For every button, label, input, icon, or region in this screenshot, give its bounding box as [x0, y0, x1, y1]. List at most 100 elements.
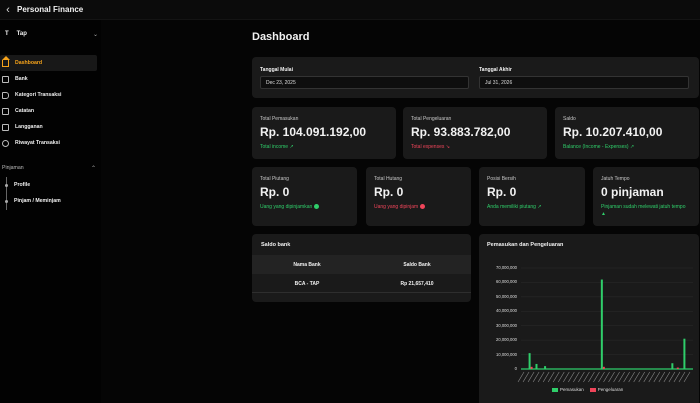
x-tick-mark [618, 371, 625, 383]
end-date-input[interactable]: Jul 31, 2026 [479, 76, 689, 89]
chart-title: Pemasukan dan Pengeluaran [487, 242, 564, 248]
x-tick-mark [598, 371, 605, 383]
sidebar-item-dashboard[interactable]: Dashboard [0, 55, 97, 71]
x-tick-mark [623, 371, 630, 383]
sidebar-item-profile[interactable]: Profile [5, 177, 101, 193]
x-tick-mark [648, 371, 656, 383]
expense-value: Rp. 93.883.782,00 [411, 125, 511, 139]
income-expense-chart-card: Pemasukan dan Pengeluaran 70,000,000 60,0… [479, 234, 699, 403]
chevron-down-icon: ⌄ [92, 31, 98, 38]
y-tick-label: 30,000,000 [496, 322, 517, 328]
debt-card: Total Hutang Rp. 0 Uang yang dipinjam [366, 167, 471, 226]
x-tick-mark [573, 371, 580, 383]
expense-bar [530, 366, 533, 369]
sidebar-item-label: Pinjam / Meminjam [14, 198, 61, 204]
sidebar-item-label: Bank [15, 76, 28, 82]
sidebar-item-kategori-transaksi[interactable]: Kategori Transaksi [0, 87, 101, 103]
bank-icon [2, 75, 9, 83]
app-title: Personal Finance [17, 5, 84, 14]
income-card: Total Pemasukan Rp. 104.091.192,00 Total… [252, 107, 396, 159]
bank-balance-cell: Rp 21,657,410 [400, 280, 434, 287]
start-date-label: Tanggal Mulai [260, 67, 293, 73]
income-sub: Total income ↗ [260, 144, 294, 150]
x-tick-mark [537, 371, 545, 383]
x-tick-mark [578, 371, 585, 383]
legend-label-income[interactable]: Pemasukan [560, 387, 584, 392]
top-bar: ‹ Personal Finance [0, 0, 700, 20]
sidebar-item-label: Profile [14, 182, 31, 188]
legend-swatch-income [552, 387, 558, 392]
loan-list: Profile Pinjam / Meminjam [5, 177, 101, 210]
warning-icon: ▲ [601, 211, 606, 217]
legend-label-expense[interactable]: Pengeluaran [597, 387, 624, 392]
balance-sub: Balance (Income - Expenses) ↗ [563, 144, 635, 150]
net-position-sub: Anda memiliki piutang ↗ [487, 204, 542, 210]
income-label: Total Pemasukan [260, 116, 299, 122]
sidebar-nav: Dashboard Bank Kategori Transaksi Catata… [0, 55, 101, 151]
balance-card: Saldo Rp. 10.207.410,00 Balance (Income … [555, 107, 699, 159]
x-tick-mark [557, 371, 565, 383]
x-tick-mark [673, 371, 681, 383]
legend-swatch-expense [589, 387, 596, 392]
end-date-label: Tanggal Akhir [479, 67, 512, 73]
tag-icon [2, 91, 9, 99]
minus-circle-icon [420, 204, 426, 209]
loan-section: Pinjaman ⌃ Profile Pinjam / Meminjam [0, 163, 101, 210]
y-tick-label: 10,000,000 [496, 351, 517, 357]
sidebar-item-riwayat-transaksi[interactable]: Riwayat Transaksi [0, 135, 101, 151]
income-bar [671, 363, 674, 369]
column-header-bank-name: Nama Bank [293, 261, 321, 268]
sidebar-item-bank[interactable]: Bank [0, 71, 101, 87]
x-tick-mark [527, 371, 535, 383]
x-tick-mark [532, 371, 540, 383]
net-position-card: Posisi Bersih Rp. 0 Anda memiliki piutan… [479, 167, 585, 226]
x-tick-mark [552, 371, 560, 383]
expense-card: Total Pengeluaran Rp. 93.883.782,00 Tota… [403, 107, 547, 159]
due-card: Jatuh Tempo 0 pinjaman Pinjaman sudah me… [593, 167, 699, 226]
history-icon [2, 139, 9, 147]
chart-legend: Pemasukan Pengeluaran [552, 387, 623, 392]
x-tick-mark [568, 371, 575, 383]
x-tick-mark [653, 371, 661, 383]
x-tick-mark [517, 371, 525, 383]
loan-section-header[interactable]: Pinjaman ⌃ [0, 163, 101, 173]
debt-value: Rp. 0 [374, 185, 404, 199]
y-tick-label: 50,000,000 [496, 293, 517, 299]
x-tick-mark [593, 371, 600, 383]
due-value: 0 pinjaman [601, 185, 664, 199]
x-tick-mark [613, 371, 620, 383]
sidebar-item-catatan[interactable]: Catatan [0, 103, 101, 119]
x-tick-mark [643, 371, 651, 383]
x-tick-mark [668, 371, 676, 383]
home-icon [2, 55, 10, 67]
table-header: Nama Bank Saldo Bank [252, 255, 471, 274]
workspace-initial: T [5, 31, 9, 37]
column-header-bank-balance: Saldo Bank [403, 261, 431, 268]
expense-sub: Total expenses ↘ [411, 144, 450, 150]
income-expense-chart [517, 267, 693, 383]
start-date-input[interactable]: Dec 23, 2025 [260, 76, 469, 89]
sidebar-item-pinjam-meminjam[interactable]: Pinjam / Meminjam [5, 193, 101, 209]
income-bar [683, 338, 686, 369]
expense-bar [602, 366, 605, 369]
workspace-switcher[interactable]: T Tap ⌄ [0, 28, 101, 40]
x-tick-mark [658, 371, 666, 383]
debt-label: Total Hutang [374, 176, 403, 182]
net-position-value: Rp. 0 [487, 185, 517, 199]
income-bar [544, 366, 547, 369]
debt-sub: Uang yang dipinjam [374, 204, 426, 210]
trending-up-icon: ↗ [289, 144, 294, 150]
x-tick-mark [563, 371, 570, 383]
back-icon[interactable]: ‹ [6, 3, 10, 16]
x-tick-mark [588, 371, 595, 383]
balance-label: Saldo [563, 116, 576, 122]
x-tick-mark [633, 371, 640, 383]
sidebar-item-langganan[interactable]: Langganan [0, 119, 101, 135]
income-bar [528, 353, 531, 369]
sidebar-item-label: Catatan [15, 108, 35, 114]
y-tick-label: 20,000,000 [496, 337, 517, 343]
trending-up-icon: ↗ [629, 144, 635, 150]
balance-value: Rp. 10.207.410,00 [563, 125, 663, 139]
income-bar [600, 279, 603, 369]
receivable-sub: Uang yang dipinjamkan [260, 204, 320, 210]
